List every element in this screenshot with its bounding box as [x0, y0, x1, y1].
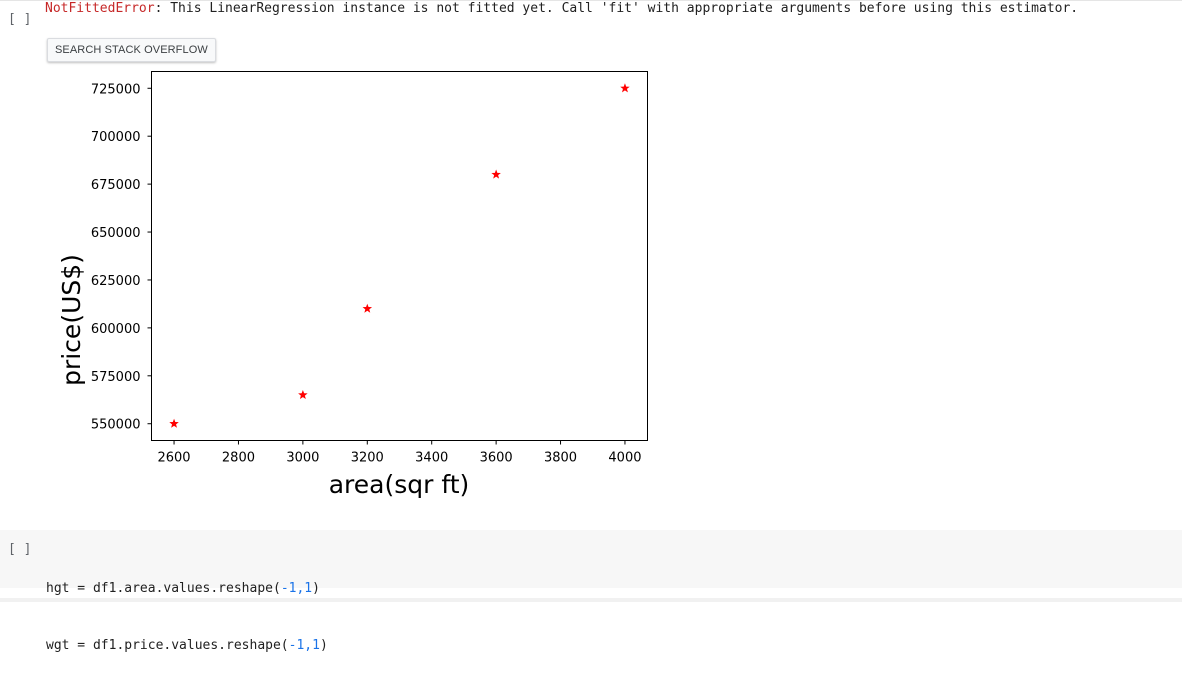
y-tick-label: 575000 [91, 370, 141, 385]
data-point [362, 303, 373, 313]
y-tick-label: 600000 [91, 322, 141, 337]
search-stack-overflow-button[interactable]: SEARCH STACK OVERFLOW [47, 38, 216, 62]
x-axis-ticks: 2600 2800 3000 3200 3400 3600 3800 4000 [157, 440, 642, 466]
error-output: NotFittedError: This LinearRegression in… [45, 1, 1078, 16]
y-tick-label: 725000 [91, 82, 141, 97]
cell-divider [0, 598, 1182, 602]
code-editor[interactable]: hgt = df1.area.values.reshape(-1,1) wgt … [46, 541, 328, 693]
x-tick-label: 4000 [608, 451, 641, 466]
x-tick-label: 3400 [415, 451, 448, 466]
data-points [169, 83, 630, 428]
data-point [169, 418, 179, 428]
plot-svg: 550000 575000 600000 625000 650000 675000 7000… [57, 71, 648, 499]
scatter-plot: 550000 575000 600000 625000 650000 675000 7000… [0, 60, 700, 510]
x-tick-label: 3600 [480, 451, 513, 466]
cell-divider [0, 0, 1182, 1]
x-tick-label: 3200 [351, 451, 384, 466]
y-tick-label: 675000 [91, 178, 141, 193]
y-tick-label: 625000 [91, 274, 141, 289]
y-tick-label: 650000 [91, 226, 141, 241]
code-text: ) [312, 581, 320, 596]
y-tick-label: 700000 [91, 130, 141, 145]
data-point [491, 169, 501, 179]
code-args: -1,1 [288, 638, 320, 653]
code-cell[interactable]: [ ] hgt = df1.area.values.reshape(-1,1) … [0, 530, 1182, 653]
run-cell-indicator[interactable]: [ ] [8, 542, 32, 557]
error-message: : This LinearRegression instance is not … [154, 1, 1079, 16]
code-text: ) [319, 638, 328, 653]
x-tick-label: 2800 [222, 451, 255, 466]
y-axis-ticks: 550000 575000 600000 625000 650000 675000 7000… [91, 82, 152, 433]
code-line: hgt = df1.area.values.reshape(-1,1) [46, 579, 328, 598]
data-point [298, 389, 308, 400]
y-axis-label: price(US$) [57, 254, 86, 386]
x-axis-label: area(sqr ft) [329, 470, 470, 499]
code-text: hgt = df1.area.values.reshape( [46, 581, 281, 596]
y-tick-label: 550000 [91, 418, 141, 433]
plot-frame [151, 71, 648, 441]
code-args: -1,1 [280, 581, 313, 596]
x-tick-label: 3800 [544, 451, 577, 466]
code-text: wgt = df1.price.values.reshape( [46, 638, 289, 653]
x-tick-label: 2600 [157, 451, 190, 466]
error-name: NotFittedError [45, 1, 155, 16]
code-line: wgt = df1.price.values.reshape(-1,1) [46, 636, 328, 655]
data-point [620, 83, 630, 93]
run-cell-indicator[interactable]: [ ] [8, 12, 32, 27]
x-tick-label: 3000 [286, 451, 319, 466]
